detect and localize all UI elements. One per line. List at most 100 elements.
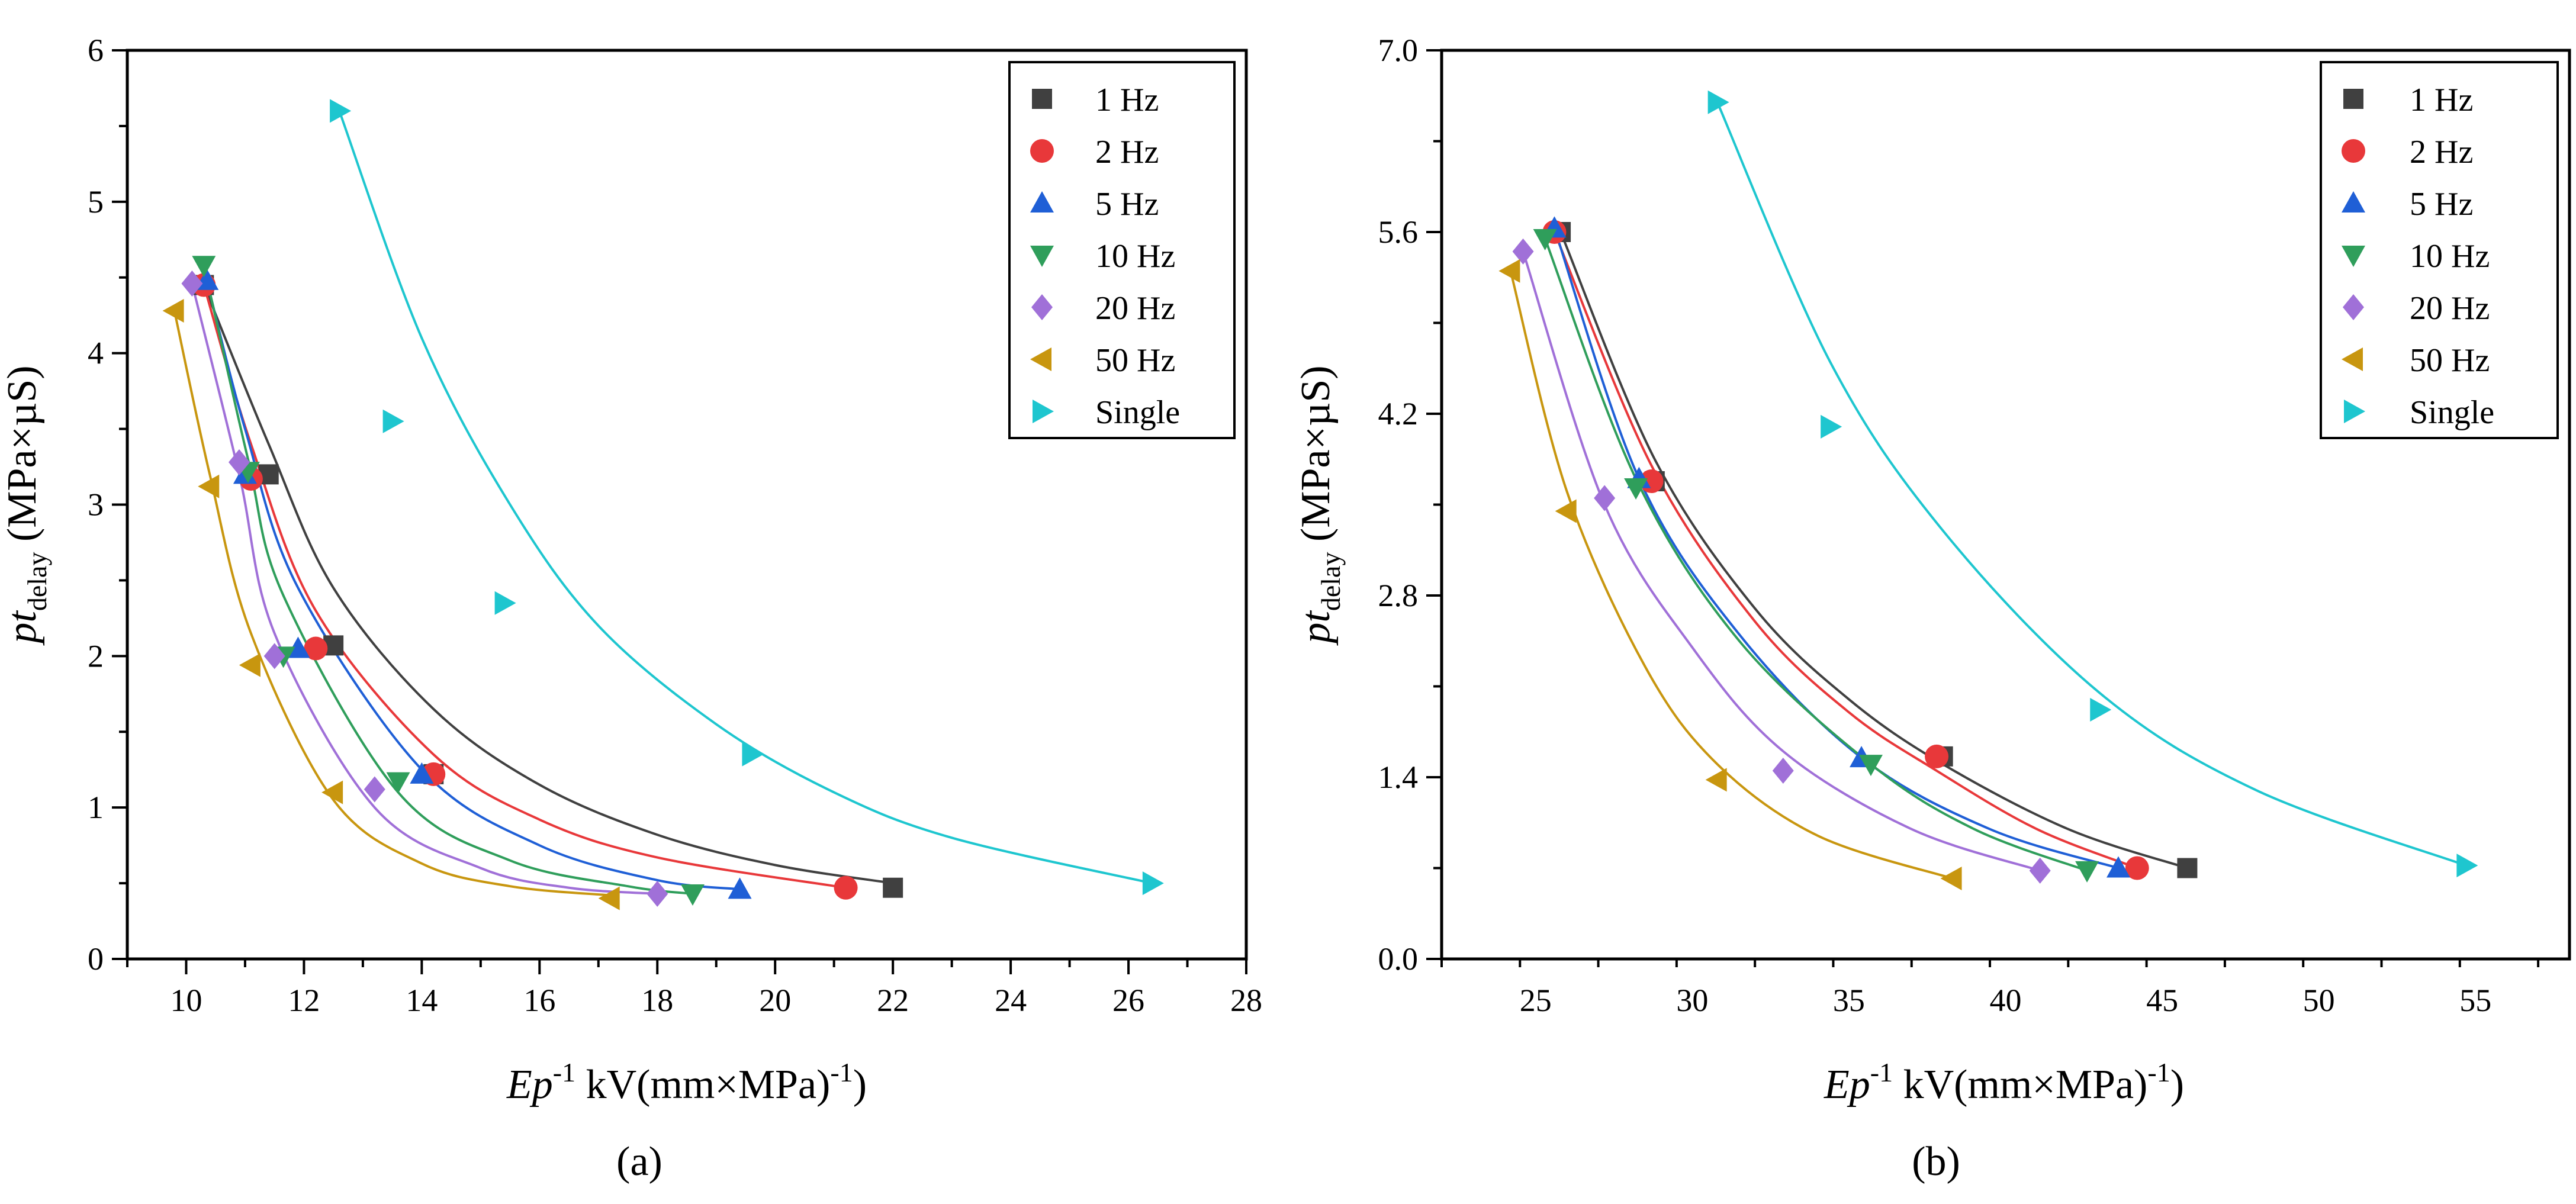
y-tick-label: 1 [88, 790, 104, 825]
data-point-10-hz [386, 772, 410, 794]
x-ticks-b: 25 30 35 40 45 50 55 [1440, 959, 2540, 1018]
y-tick-label: 2.8 [1378, 578, 1419, 613]
x-tick-label: 28 [1230, 983, 1262, 1018]
y-tick-label: 0.0 [1378, 941, 1419, 977]
legend-label: 50 Hz [2410, 342, 2490, 379]
data-point-2-hz [834, 875, 858, 900]
legend-marker-20-hz [2343, 294, 2364, 320]
legend-marker-1-hz [2343, 89, 2363, 109]
fit-curve-1-hz [202, 284, 893, 885]
legend-marker-10-hz [2342, 246, 2365, 267]
x-tick-label: 20 [759, 983, 791, 1018]
x-tick-label: 24 [995, 983, 1027, 1018]
data-point-5-hz [728, 877, 752, 899]
caption-a: (a) [616, 1139, 663, 1184]
data-point-2-hz [2125, 856, 2149, 880]
y-tick-label: 5 [88, 184, 104, 220]
data-point-20-hz [229, 449, 250, 475]
legend-marker-5-hz [1030, 191, 1054, 213]
data-point-single [1707, 90, 1729, 114]
fit-curve-10-hz [1543, 238, 2088, 872]
x-axis-label-a: Ep-1 kV(mm×MPa)-1) [506, 1057, 867, 1108]
y-axis-label-b: ptdelay (MPa×µS) [1293, 365, 1346, 646]
legend-label: 1 Hz [1095, 82, 1159, 118]
legend-label: 2 Hz [1095, 134, 1159, 170]
data-point-50-hz [198, 474, 220, 498]
x-tick-label: 12 [288, 983, 320, 1018]
fit-curve-single [1716, 101, 2467, 867]
fit-curves-b [1509, 101, 2467, 880]
data-point-single [330, 99, 352, 123]
y-tick-label: 0 [88, 941, 104, 977]
data-point-5-hz [286, 636, 310, 658]
legend-label: 10 Hz [1095, 238, 1175, 275]
fit-curve-2-hz [202, 284, 846, 889]
data-point-5-hz [2107, 856, 2130, 878]
legend-b: 1 Hz 2 Hz 5 Hz 10 Hz 20 Hz 50 Hz Single [2320, 61, 2559, 439]
data-point-50-hz [1498, 259, 1520, 283]
data-point-20-hz [1512, 238, 1534, 265]
data-point-10-hz [2075, 861, 2099, 883]
data-point-50-hz [321, 780, 343, 804]
legend-marker-single [2344, 400, 2365, 423]
legend-label: 5 Hz [2410, 186, 2473, 223]
x-tick-label: 10 [170, 983, 202, 1018]
data-points-b [1498, 90, 2478, 891]
legend-marker-50-hz [1030, 347, 1051, 371]
data-point-single [382, 409, 404, 433]
y-tick-label: 6 [88, 33, 104, 68]
legend-label: 20 Hz [1095, 290, 1175, 327]
legend-label: 2 Hz [2410, 134, 2473, 170]
data-point-50-hz [1705, 768, 1727, 792]
x-tick-label: 14 [406, 983, 438, 1018]
data-points-a [162, 99, 1164, 910]
legend-label: 20 Hz [2410, 290, 2490, 327]
y-tick-label: 4 [88, 336, 104, 371]
data-point-20-hz [364, 776, 385, 803]
data-point-10-hz [1858, 755, 1883, 777]
data-point-single [1142, 871, 1164, 896]
data-point-10-hz [1533, 228, 1557, 250]
fit-curve-5-hz [205, 280, 740, 891]
x-tick-label: 35 [1833, 983, 1865, 1018]
legend-marker-10-hz [1030, 246, 1054, 267]
x-tick-label: 50 [2303, 983, 2335, 1018]
legend-a: 1 Hz 2 Hz 5 Hz 10 Hz 20 Hz 50 Hz Single [1008, 61, 1236, 439]
legend-marker-2-hz [2342, 139, 2365, 163]
data-point-20-hz [1772, 758, 1794, 784]
data-point-20-hz [263, 643, 285, 669]
data-point-1-hz [258, 464, 279, 485]
data-point-1-hz [2177, 858, 2198, 878]
data-point-10-hz [1624, 478, 1648, 500]
x-tick-label: 45 [2146, 983, 2178, 1018]
data-point-10-hz [680, 884, 705, 906]
legend-marker-single [1033, 400, 1054, 423]
fit-curve-5-hz [1553, 227, 2119, 870]
data-point-1-hz [883, 877, 903, 898]
legend-items-b: 1 Hz 2 Hz 5 Hz 10 Hz 20 Hz 50 Hz Single [2342, 82, 2494, 431]
legend-label: 5 Hz [1095, 186, 1159, 223]
x-tick-label: 18 [641, 983, 673, 1018]
data-point-10-hz [192, 256, 216, 278]
data-point-50-hz [162, 299, 184, 323]
x-tick-label: 30 [1676, 983, 1708, 1018]
legend-label: Single [2410, 394, 2494, 431]
y-tick-label: 2 [88, 638, 104, 674]
y-ticks-b: 0.0 1.4 2.8 4.2 5.6 7.0 [1378, 33, 1442, 977]
fit-curve-50-hz [1509, 271, 1953, 880]
fit-curve-1-hz [1559, 231, 2188, 870]
chart-panel-b: 25 30 35 40 45 50 55 0.0 1.4 2.8 4.2 5.6 7.0 Ep-1 k… [1293, 33, 2571, 1184]
data-point-50-hz [598, 886, 620, 910]
fit-curve-20-hz [191, 283, 658, 895]
data-point-20-hz [1594, 485, 1616, 511]
y-ticks-a: 0 1 2 3 4 5 6 [88, 33, 127, 977]
fit-curve-2-hz [1553, 231, 2138, 870]
legend-marker-20-hz [1031, 294, 1053, 320]
legend-label: 10 Hz [2410, 238, 2490, 275]
x-tick-label: 22 [877, 983, 909, 1018]
fit-curve-20-hz [1522, 251, 2041, 872]
x-tick-label: 40 [1990, 983, 2022, 1018]
legend-marker-5-hz [2342, 191, 2365, 213]
legend-marker-50-hz [2342, 347, 2363, 371]
